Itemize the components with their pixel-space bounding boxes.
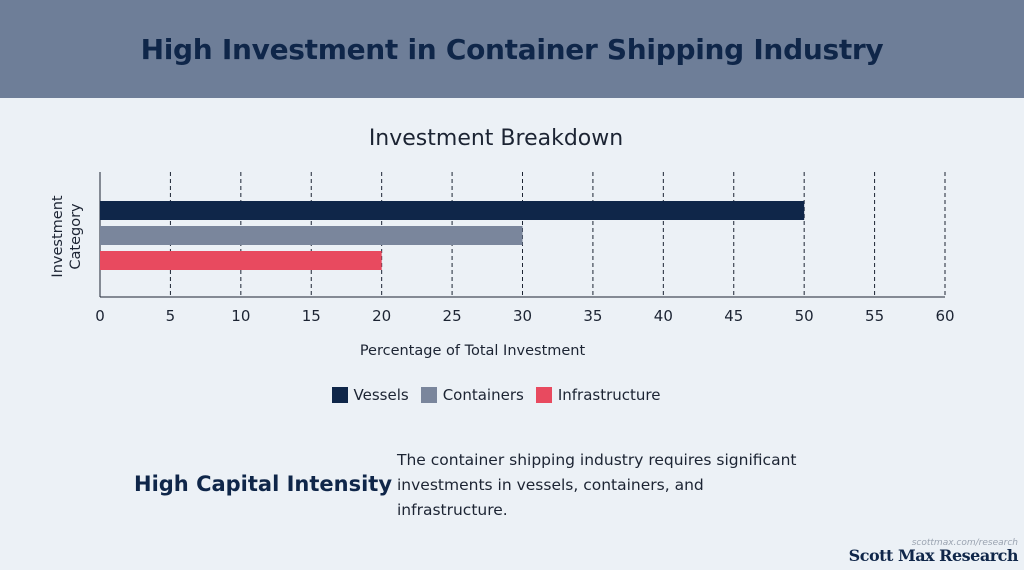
legend-label-vessels: Vessels: [353, 386, 409, 404]
highlight-text: The container shipping industry requires…: [397, 451, 797, 519]
chart-title: Investment Breakdown: [368, 126, 624, 151]
highlight-title: High Capital Intensity: [134, 472, 393, 496]
x-tick-label: 35: [583, 307, 602, 325]
header-banner: High Investment in Container Shipping In…: [0, 0, 1024, 98]
x-tick-label: 50: [795, 307, 814, 325]
legend-item-containers: Containers: [420, 386, 524, 404]
legend-swatch-vessels: [331, 387, 348, 403]
x-tick-label: 0: [95, 307, 105, 325]
legend-swatch-containers: [420, 387, 437, 403]
bar-chart: 0 5 10 15 20 25 30 35 40 45 50 55 60 Percentage of To…: [50, 172, 955, 359]
page-title: High Investment in Container Shipping In…: [140, 32, 884, 66]
x-tick-label: 55: [865, 307, 884, 325]
legend-swatch-infrastructure: [535, 387, 552, 403]
x-tick-label: 15: [302, 307, 321, 325]
y-axis-title: Investment Category: [50, 195, 84, 277]
legend-item-infrastructure: Infrastructure: [535, 386, 661, 404]
x-tick-label: 40: [654, 307, 673, 325]
chart-legend: Vessels Containers Infrastructure: [0, 386, 992, 404]
bar-infrastructure: [100, 251, 382, 270]
x-tick-label: 30: [513, 307, 532, 325]
legend-label-containers: Containers: [442, 386, 524, 404]
legend-item-vessels: Vessels: [331, 386, 409, 404]
x-tick-label: 20: [372, 307, 391, 325]
bar-containers: [100, 226, 523, 245]
x-tick-label: 45: [724, 307, 743, 325]
brand-logo: Scott Max Research: [848, 546, 1019, 565]
x-axis-title: Percentage of Total Investment: [360, 343, 586, 359]
bar-vessels: [100, 201, 805, 220]
x-tick-label: 60: [935, 307, 954, 325]
legend-label-infrastructure: Infrastructure: [557, 386, 661, 404]
x-tick-label: 5: [166, 307, 176, 325]
x-tick-label: 25: [443, 307, 462, 325]
x-tick-label: 10: [231, 307, 250, 325]
source-url: scottmax.com/research: [911, 538, 1018, 548]
